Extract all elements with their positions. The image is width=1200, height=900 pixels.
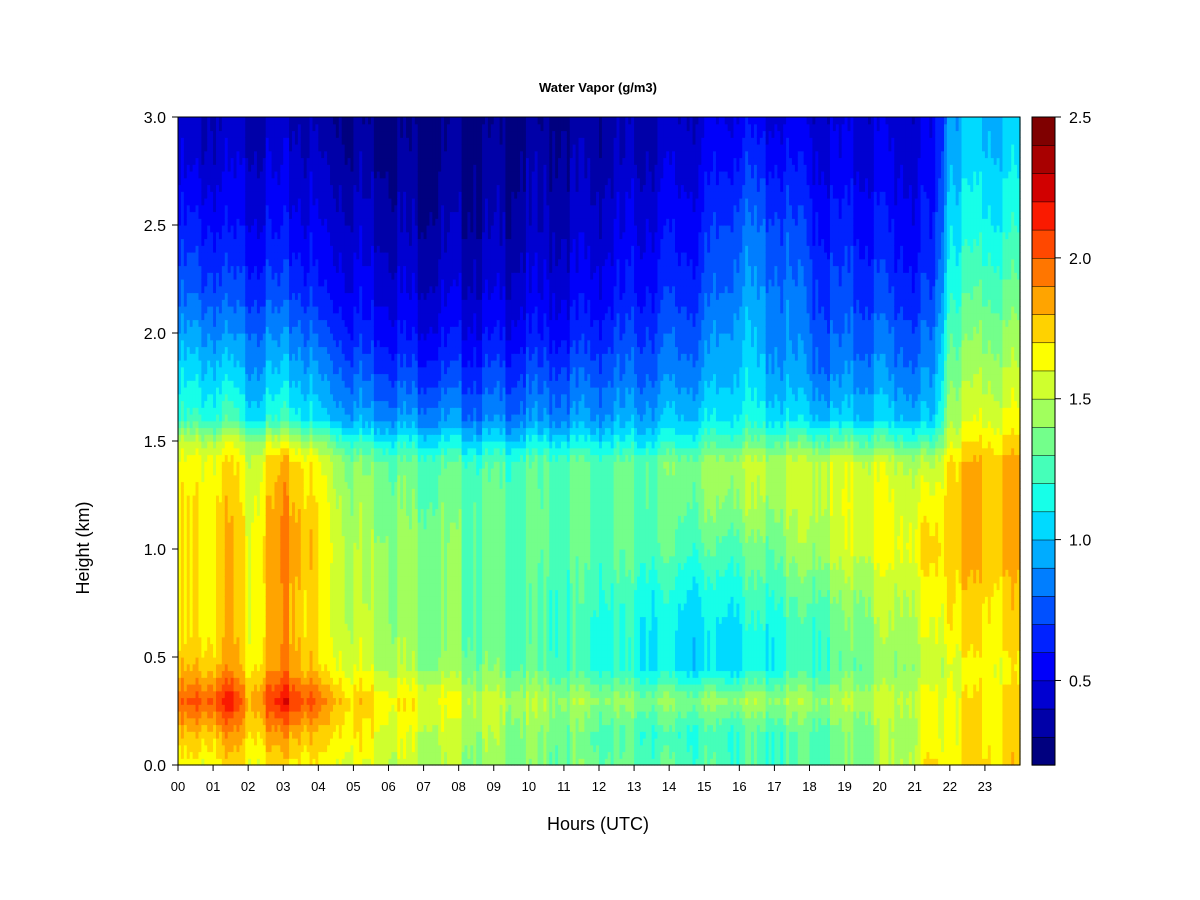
- chart-title: Water Vapor (g/m3): [539, 80, 657, 95]
- heatmap-area: [178, 117, 1021, 766]
